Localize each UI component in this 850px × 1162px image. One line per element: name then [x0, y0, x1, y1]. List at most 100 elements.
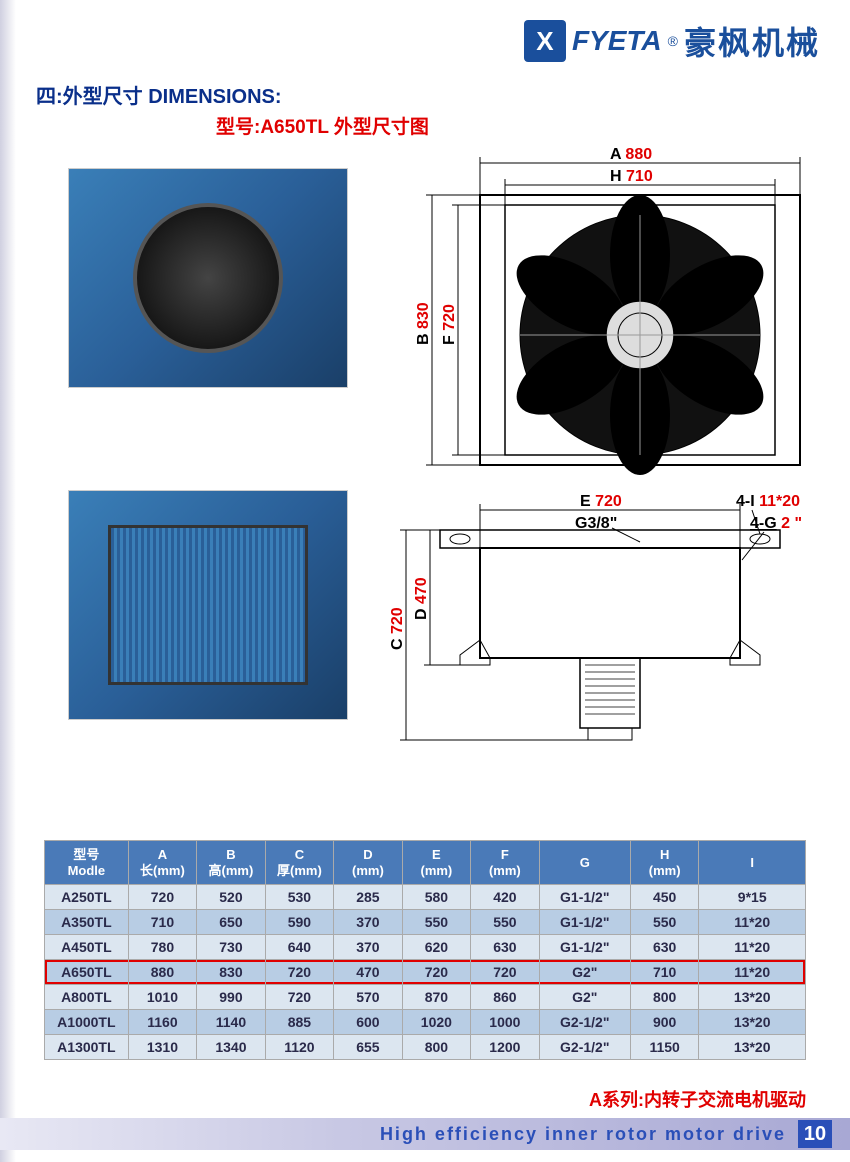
- table-cell: 600: [334, 1010, 402, 1035]
- table-cell: 630: [630, 935, 698, 960]
- table-header-cell: F(mm): [471, 841, 539, 885]
- brand-latin: FYETA: [572, 25, 662, 57]
- table-cell: G2-1/2": [539, 1010, 630, 1035]
- table-cell: 640: [265, 935, 333, 960]
- table-cell: 13*20: [699, 1010, 806, 1035]
- table-header-cell: 型号Modle: [45, 841, 129, 885]
- table-cell: 655: [334, 1035, 402, 1060]
- dim-E-value: 720: [595, 493, 622, 510]
- table-cell: 11*20: [699, 910, 806, 935]
- table-row: A450TL780730640370620630G1-1/2"63011*20: [45, 935, 806, 960]
- dim-B-value: 830: [415, 302, 432, 329]
- svg-text:H 710: H 710: [610, 168, 653, 185]
- table-cell: 580: [402, 885, 470, 910]
- table-cell: 590: [265, 910, 333, 935]
- product-photo-front: [68, 490, 348, 720]
- dim-H-letter: H: [610, 168, 622, 185]
- table-row: A1300TL1310134011206558001200G2-1/2"1150…: [45, 1035, 806, 1060]
- dimension-drawing-side: E 720 G3/8" 4-I 11*20 4-G 2 " C 720 D 47…: [380, 490, 830, 770]
- dim-H-value: 710: [626, 168, 653, 185]
- table-cell: 650: [197, 910, 265, 935]
- dim-F-value: 720: [441, 304, 458, 331]
- table-cell: 720: [402, 960, 470, 985]
- footer-bar: High efficiency inner rotor motor drive …: [0, 1118, 850, 1150]
- table-body: A250TL720520530285580420G1-1/2"4509*15A3…: [45, 885, 806, 1060]
- table-cell: A1000TL: [45, 1010, 129, 1035]
- svg-text:B 830: B 830: [415, 302, 432, 345]
- table-header-cell: H(mm): [630, 841, 698, 885]
- table-cell: 800: [630, 985, 698, 1010]
- table-cell: 990: [197, 985, 265, 1010]
- logo-icon: X: [524, 20, 566, 62]
- table-cell: 860: [471, 985, 539, 1010]
- table-cell: 720: [265, 960, 333, 985]
- product-photo-angled: [68, 168, 348, 388]
- table-cell: 720: [471, 960, 539, 985]
- radiator-representation-icon: [108, 525, 308, 685]
- svg-text:4-G 2 ": 4-G 2 ": [750, 515, 802, 532]
- table-row: A250TL720520530285580420G1-1/2"4509*15: [45, 885, 806, 910]
- table-cell: 1160: [128, 1010, 196, 1035]
- table-cell: 550: [402, 910, 470, 935]
- table-cell: 720: [128, 885, 196, 910]
- dim-G38: G3/8": [575, 515, 617, 532]
- table-cell: G2": [539, 960, 630, 985]
- table-header-cell: B高(mm): [197, 841, 265, 885]
- table-header-cell: A长(mm): [128, 841, 196, 885]
- table-cell: 11*20: [699, 960, 806, 985]
- table-cell: 1150: [630, 1035, 698, 1060]
- table-row: A1000TL1160114088560010201000G2-1/2"9001…: [45, 1010, 806, 1035]
- table-header-cell: I: [699, 841, 806, 885]
- table-cell: 900: [630, 1010, 698, 1035]
- table-cell: 1000: [471, 1010, 539, 1035]
- svg-text:E 720: E 720: [580, 493, 622, 510]
- table-cell: 470: [334, 960, 402, 985]
- table-cell: G2-1/2": [539, 1035, 630, 1060]
- dim-E-letter: E: [580, 493, 591, 510]
- table-cell: 11*20: [699, 935, 806, 960]
- table-header: 型号ModleA长(mm)B高(mm)C厚(mm)D(mm)E(mm)F(mm)…: [45, 841, 806, 885]
- model-subtitle: 型号:A650TL 外型尺寸图: [216, 112, 429, 139]
- fan-representation-icon: [133, 203, 283, 353]
- table-cell: A250TL: [45, 885, 129, 910]
- svg-text:F 720: F 720: [441, 304, 458, 345]
- dimensions-table: 型号ModleA长(mm)B高(mm)C厚(mm)D(mm)E(mm)F(mm)…: [44, 840, 806, 1060]
- table-header-cell: C厚(mm): [265, 841, 333, 885]
- table-cell: G2": [539, 985, 630, 1010]
- table-header-cell: D(mm): [334, 841, 402, 885]
- table-cell: A1300TL: [45, 1035, 129, 1060]
- table-cell: A650TL: [45, 960, 129, 985]
- table-cell: G1-1/2": [539, 935, 630, 960]
- table-cell: 710: [630, 960, 698, 985]
- footer-english: High efficiency inner rotor motor drive: [380, 1124, 786, 1145]
- dim-A-value: 880: [625, 146, 652, 163]
- table-cell: 1120: [265, 1035, 333, 1060]
- table-cell: 1310: [128, 1035, 196, 1060]
- table-cell: 1010: [128, 985, 196, 1010]
- table-cell: G1-1/2": [539, 885, 630, 910]
- table-cell: 285: [334, 885, 402, 910]
- table-cell: 730: [197, 935, 265, 960]
- table-cell: A450TL: [45, 935, 129, 960]
- dim-D-value: 470: [413, 577, 430, 604]
- dim-C-letter: C: [389, 638, 406, 650]
- table-cell: 780: [128, 935, 196, 960]
- dim-4I-value: 11*20: [759, 493, 800, 510]
- table-cell: 1140: [197, 1010, 265, 1035]
- table-cell: 885: [265, 1010, 333, 1035]
- table-cell: 13*20: [699, 985, 806, 1010]
- table-cell: 1020: [402, 1010, 470, 1035]
- table-cell: 9*15: [699, 885, 806, 910]
- table-cell: 800: [402, 1035, 470, 1060]
- dimension-drawing-front: A 880 H 710 B 830 F 720: [410, 145, 820, 485]
- page-number: 10: [798, 1120, 832, 1148]
- table-cell: 530: [265, 885, 333, 910]
- table-cell: 620: [402, 935, 470, 960]
- table-cell: A800TL: [45, 985, 129, 1010]
- table-cell: 720: [265, 985, 333, 1010]
- table-cell: 870: [402, 985, 470, 1010]
- table-cell: 550: [630, 910, 698, 935]
- table-cell: 370: [334, 910, 402, 935]
- table-cell: A350TL: [45, 910, 129, 935]
- dim-F-letter: F: [441, 335, 458, 345]
